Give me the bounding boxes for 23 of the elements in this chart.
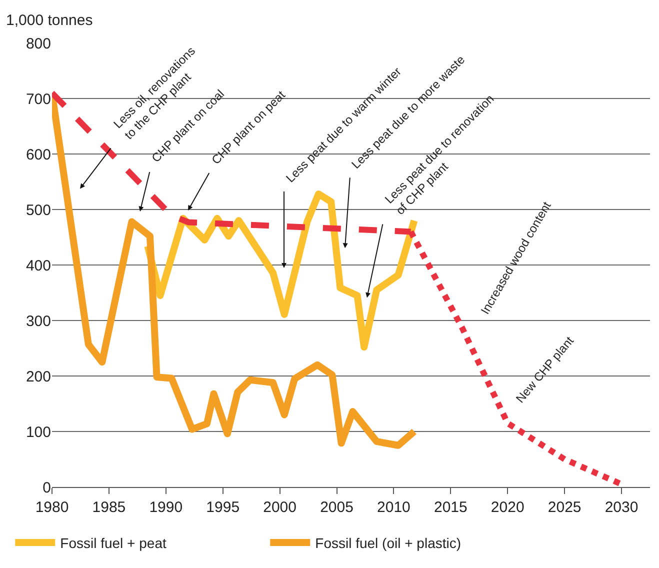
x-tick-label: 2020 [490, 499, 524, 516]
y-tick-label: 800 [26, 35, 51, 52]
y-tick-label: 100 [26, 424, 51, 441]
x-tick-label: 2000 [263, 499, 296, 516]
y-tick-label: 300 [26, 312, 51, 330]
y-tick-label: 600 [26, 146, 51, 164]
x-tick-label: 2010 [377, 499, 410, 516]
x-tick-label: 1990 [149, 499, 183, 516]
x-tick-label: 2015 [434, 499, 468, 516]
y-tick-label: 700 [26, 90, 51, 108]
y-tick-label: 400 [26, 257, 51, 274]
x-tick-label: 2030 [604, 499, 638, 516]
x-tick-label: 2005 [320, 499, 354, 516]
y-axis-title: 1,000 tonnes [6, 12, 93, 29]
y-tick-label: 500 [26, 202, 51, 219]
legend-label: Fossil fuel (oil + plastic) [315, 535, 462, 552]
y-tick-label: 200 [26, 368, 51, 386]
y-tick-label: 0 [42, 479, 51, 496]
x-tick-label: 2025 [548, 499, 582, 516]
x-tick-label: 1980 [35, 499, 69, 516]
x-tick-label: 1985 [92, 499, 126, 516]
legend-label: Fossil fuel + peat [60, 535, 166, 552]
x-tick-label: 1995 [206, 499, 240, 516]
